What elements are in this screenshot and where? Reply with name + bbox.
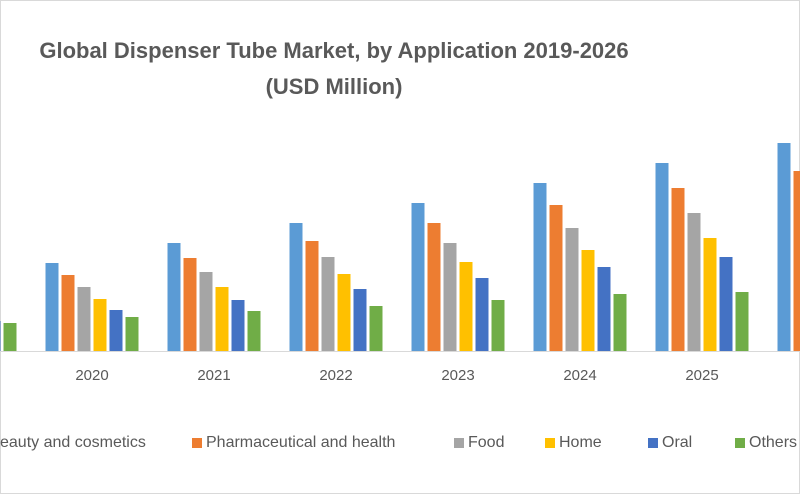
bar-2020-home	[93, 299, 107, 351]
bar-2022-pharmaceutical-and-health	[305, 241, 319, 351]
chart-title-line: Global Dispenser Tube Market, by Applica…	[39, 38, 629, 63]
bar-2024-pharmaceutical-and-health	[549, 205, 563, 351]
bar-2019-oral	[0, 321, 1, 351]
bar-2023-oral	[475, 278, 489, 351]
legend-swatch	[545, 438, 555, 448]
bar-2025-beauty-and-cosmetics	[655, 163, 669, 351]
bar-2025-home	[703, 238, 717, 351]
legend-swatch	[192, 438, 202, 448]
bar-2022-beauty-and-cosmetics	[289, 223, 303, 351]
bar-2023-home	[459, 262, 473, 351]
bar-2024-food	[565, 228, 579, 351]
bar-2022-home	[337, 274, 351, 351]
bar-2021-food	[199, 272, 213, 351]
bar-2023-beauty-and-cosmetics	[411, 203, 425, 351]
bar-2025-food	[687, 213, 701, 351]
legend-label: Oral	[662, 434, 693, 451]
legend-swatch	[454, 438, 464, 448]
bar-2020-beauty-and-cosmetics	[45, 263, 59, 351]
chart-subtitle: (USD Million)	[265, 74, 403, 99]
legend-swatch	[648, 438, 658, 448]
bar-2021-oral	[231, 300, 245, 351]
bar-2024-beauty-and-cosmetics	[533, 183, 547, 351]
legend-label: Food	[468, 434, 505, 451]
bar-2023-food	[443, 243, 457, 351]
bar-2022-oral	[353, 289, 367, 351]
legend-label: eauty and cosmetics	[0, 434, 146, 451]
bar-2026-pharmaceutical-and-health	[793, 171, 800, 351]
x-tick-label-2022: 2022	[319, 367, 353, 384]
bar-2023-pharmaceutical-and-health	[427, 223, 441, 351]
bar-2025-oral	[719, 257, 733, 351]
bar-2020-pharmaceutical-and-health	[61, 275, 75, 351]
legend-label: Home	[559, 434, 602, 451]
bar-2026-beauty-and-cosmetics	[777, 143, 791, 351]
bar-2020-others	[125, 317, 139, 351]
bar-2024-oral	[597, 267, 611, 351]
legend-swatch	[735, 438, 745, 448]
bar-2021-pharmaceutical-and-health	[183, 258, 197, 351]
bar-2021-home	[215, 287, 229, 351]
x-tick-label-2020: 2020	[75, 367, 109, 384]
legend-label: Others	[749, 434, 798, 451]
bar-2020-food	[77, 287, 91, 351]
bar-2024-home	[581, 250, 595, 351]
x-tick-label-2024: 2024	[563, 367, 597, 384]
bar-2023-others	[491, 300, 505, 351]
bar-2025-pharmaceutical-and-health	[671, 188, 685, 351]
x-tick-label-2021: 2021	[197, 367, 231, 384]
bar-2025-others	[735, 292, 749, 351]
bar-2021-others	[247, 311, 261, 351]
legend-label: Pharmaceutical and health	[206, 434, 396, 451]
bar-2021-beauty-and-cosmetics	[167, 243, 181, 351]
bar-2022-others	[369, 306, 383, 351]
x-tick-label-2025: 2025	[685, 367, 719, 384]
bar-2020-oral	[109, 310, 123, 351]
bar-2019-others	[3, 323, 17, 351]
bar-2024-others	[613, 294, 627, 351]
bar-2022-food	[321, 257, 335, 351]
x-tick-label-2023: 2023	[441, 367, 475, 384]
